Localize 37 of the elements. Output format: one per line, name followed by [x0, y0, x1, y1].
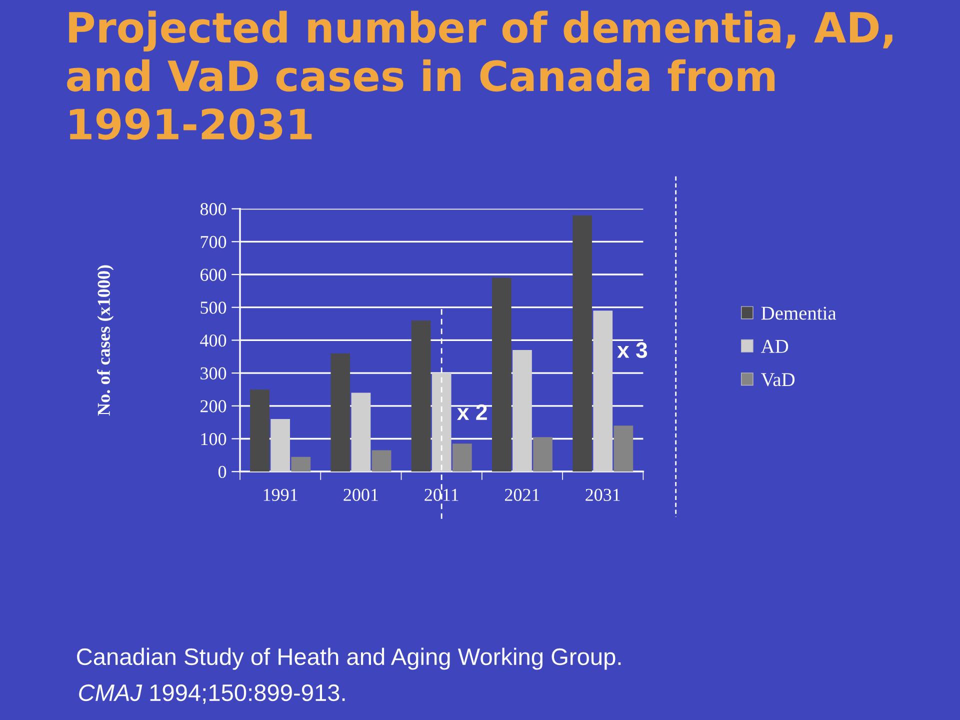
bar — [492, 278, 512, 472]
legend-label: Dementia — [761, 306, 836, 320]
y-tick-label: 700 — [200, 236, 226, 248]
bar — [452, 444, 472, 472]
bar — [351, 392, 371, 472]
y-tick-label: 400 — [200, 334, 226, 347]
legend-label: AD — [760, 340, 788, 353]
y-tick-label: 0 — [218, 466, 226, 478]
x-tick-label: 2011 — [424, 488, 458, 501]
chart-title: Projected number of dementia, AD, and VaD cases in Canada from 1991-2031 — [67, 10, 892, 140]
y-tick-label: 500 — [200, 302, 226, 314]
x-tick-label: 2021 — [504, 488, 540, 501]
x-tick-label: 1991 — [264, 488, 298, 501]
text: CMAJ 1994;150:899-913. — [79, 684, 345, 704]
bar — [572, 215, 592, 472]
y-tick-label: 200 — [200, 400, 226, 412]
y-tick-label: 100 — [201, 433, 226, 446]
y-tick-label: 600 — [200, 268, 226, 281]
bar — [372, 450, 392, 472]
y-tick-label: 300 — [200, 367, 226, 380]
bar — [250, 389, 270, 472]
x-tick-label: 2031 — [586, 488, 620, 501]
bar — [593, 310, 613, 472]
bar — [512, 350, 532, 472]
annotation: x 3 — [617, 342, 648, 358]
bar — [411, 320, 431, 472]
bar — [291, 456, 311, 472]
bar — [432, 373, 452, 472]
bar — [533, 437, 552, 472]
y-axis-title: No. of cases (x1000) — [97, 265, 114, 416]
text: Canadian Study of Heath and Aging Working Group. — [77, 648, 621, 670]
bar — [614, 426, 634, 472]
bar — [270, 419, 290, 472]
y-tick-label: 800 — [200, 203, 226, 216]
legend-label: VaD — [761, 373, 795, 386]
bar — [330, 353, 350, 472]
x-tick-label: 2001 — [344, 488, 378, 501]
